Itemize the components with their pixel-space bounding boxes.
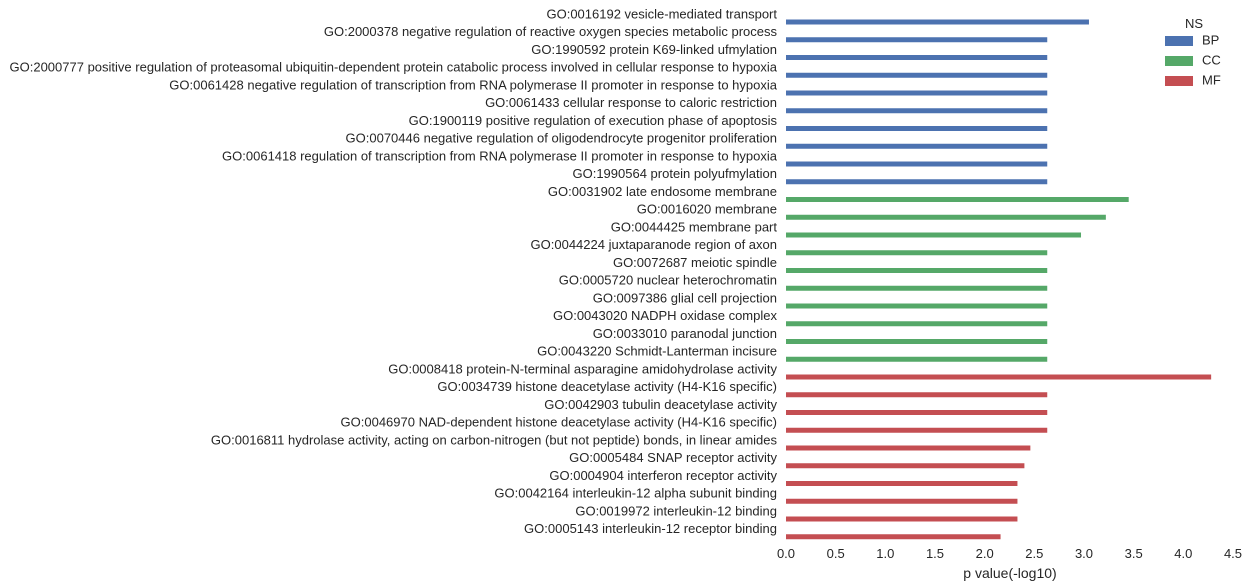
category-label: GO:0016020 membrane — [637, 202, 777, 217]
x-axis-ticks: 0.0 0.5 1.0 1.5 2.0 2.5 3.0 3.5 4.0 4.5 — [777, 546, 1242, 561]
bars — [786, 19, 1212, 540]
x-tick-label: 4.0 — [1174, 546, 1192, 561]
category-label: GO:0042164 interleukin-12 alpha subunit … — [494, 486, 777, 501]
legend-title: NS — [1185, 16, 1203, 31]
x-tick-label: 3.5 — [1125, 546, 1143, 561]
category-label: GO:0044425 membrane part — [611, 219, 778, 234]
category-label: GO:0005720 nuclear heterochromatin — [559, 273, 777, 288]
category-label: GO:0061418 regulation of transcription f… — [222, 148, 778, 163]
bar-cc — [786, 356, 1048, 362]
bar-cc — [786, 285, 1048, 291]
bar-bp — [786, 37, 1048, 43]
bar-mf — [786, 392, 1048, 398]
bar-cc — [786, 321, 1048, 327]
legend-swatch-bp — [1165, 36, 1193, 46]
legend-label-bp: BP — [1202, 32, 1219, 47]
category-label: GO:2000378 negative regulation of reacti… — [324, 24, 778, 39]
category-label: GO:0044224 juxtaparanode region of axon — [531, 237, 777, 252]
category-label: GO:2000777 positive regulation of protea… — [10, 60, 778, 75]
category-label: GO:0046970 NAD-dependent histone deacety… — [341, 415, 777, 430]
bar-cc — [786, 232, 1082, 238]
x-tick-label: 2.0 — [976, 546, 994, 561]
category-label: GO:0016811 hydrolase activity, acting on… — [211, 432, 778, 447]
bar-bp — [786, 55, 1048, 60]
category-label: GO:1900119 positive regulation of execut… — [409, 113, 778, 128]
category-label: GO:1990564 protein polyufmylation — [572, 166, 777, 181]
bar-bp — [786, 90, 1048, 96]
category-label: GO:0043220 Schmidt-Lanterman incisure — [537, 344, 777, 359]
legend-label-mf: MF — [1202, 72, 1221, 87]
category-label: GO:1990592 protein K69-linked ufmylation — [531, 42, 777, 57]
x-axis-label: p value(-log10) — [963, 565, 1056, 581]
category-label: GO:0061428 negative regulation of transc… — [169, 77, 777, 92]
bar-cc — [786, 268, 1048, 273]
category-label: GO:0072687 meiotic spindle — [613, 255, 777, 270]
category-label: GO:0016192 vesicle-mediated transport — [546, 6, 777, 21]
bar-mf — [786, 374, 1212, 380]
bar-cc — [786, 339, 1048, 344]
category-label: GO:0005143 interleukin-12 receptor bindi… — [524, 521, 777, 536]
bar-mf — [786, 427, 1048, 433]
category-labels: GO:0016192 vesicle-mediated transport GO:… — [10, 6, 778, 536]
category-label: GO:0004904 interferon receptor activity — [549, 468, 777, 483]
bar-bp — [786, 72, 1048, 78]
bar-cc — [786, 197, 1129, 202]
category-label: GO:0005484 SNAP receptor activity — [569, 450, 777, 465]
legend-swatch-mf — [1165, 76, 1193, 86]
bar-bp — [786, 143, 1048, 149]
x-tick-label: 2.5 — [1025, 546, 1043, 561]
x-tick-label: 0.5 — [827, 546, 845, 561]
legend: NS BP CC MF — [1165, 16, 1221, 87]
category-label: GO:0043020 NADPH oxidase complex — [553, 308, 778, 323]
bar-mf — [786, 481, 1018, 486]
bar-mf — [786, 445, 1031, 451]
bar-cc — [786, 303, 1048, 309]
bar-bp — [786, 19, 1089, 25]
category-label: GO:0097386 glial cell projection — [593, 290, 777, 305]
category-label: GO:0070446 negative regulation of oligod… — [346, 131, 777, 146]
bar-mf — [786, 410, 1048, 415]
bar-cc — [786, 214, 1106, 220]
bar-mf — [786, 534, 1001, 540]
category-label: GO:0034739 histone deacetylase activity … — [437, 379, 777, 394]
bar-cc — [786, 250, 1048, 256]
category-label: GO:0061433 cellular response to caloric … — [485, 95, 777, 110]
bar-mf — [786, 463, 1025, 469]
bar-bp — [786, 126, 1048, 131]
bar-mf — [786, 498, 1018, 504]
bar-bp — [786, 161, 1048, 167]
bar-bp — [786, 108, 1048, 114]
x-tick-label: 3.0 — [1075, 546, 1093, 561]
x-tick-label: 1.0 — [876, 546, 894, 561]
category-label: GO:0008418 protein-N-terminal asparagine… — [388, 361, 777, 376]
category-label: GO:0019972 interleukin-12 binding — [575, 503, 777, 518]
legend-label-cc: CC — [1202, 52, 1221, 67]
legend-swatch-cc — [1165, 56, 1193, 66]
x-tick-label: 1.5 — [926, 546, 944, 561]
bar-bp — [786, 179, 1048, 185]
category-label: GO:0042903 tubulin deacetylase activity — [544, 397, 777, 412]
x-tick-label: 0.0 — [777, 546, 795, 561]
category-label: GO:0033010 paranodal junction — [593, 326, 777, 341]
category-label: GO:0031902 late endosome membrane — [548, 184, 777, 199]
x-tick-label: 4.5 — [1224, 546, 1242, 561]
bar-mf — [786, 516, 1018, 522]
